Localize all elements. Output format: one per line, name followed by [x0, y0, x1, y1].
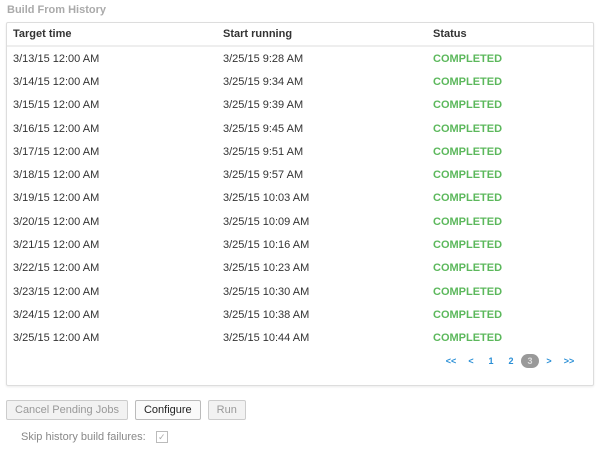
start-running-cell: 3/25/15 9:51 AM: [223, 145, 304, 158]
status-cell: COMPLETED: [433, 285, 503, 298]
start-running-cell: 3/25/15 9:28 AM: [223, 52, 304, 65]
start-running-cell: 3/25/15 10:23 AM: [223, 262, 310, 275]
cancel-pending-jobs-button[interactable]: Cancel Pending Jobs: [6, 400, 128, 420]
page-link[interactable]: >>: [563, 356, 575, 366]
start-running-cell: 3/25/15 9:57 AM: [223, 169, 304, 182]
column-header: Target time: [7, 23, 217, 47]
status-cell: COMPLETED: [433, 192, 503, 205]
table-row: 3/19/15 12:00 AM 3/25/15 10:03 AM COMPLETE…: [7, 187, 593, 210]
target-time-cell: 3/20/15 12:00 AM: [13, 215, 100, 228]
table-row: 3/20/15 12:00 AM 3/25/15 10:09 AM COMPLETE…: [7, 210, 593, 233]
history-table-panel: Target time Start running Status 3/13/15 1…: [6, 22, 594, 386]
status-cell: COMPLETED: [433, 169, 503, 182]
skip-failures-row: Skip history build failures: ✓: [21, 431, 168, 443]
table-row: 3/21/15 12:00 AM 3/25/15 10:16 AM COMPLETE…: [7, 233, 593, 256]
skip-failures-checkbox[interactable]: ✓: [155, 431, 168, 443]
table-row: 3/17/15 12:00 AM 3/25/15 9:51 AM COMPLETED: [7, 140, 593, 163]
start-running-cell: 3/25/15 9:45 AM: [223, 122, 304, 135]
page-link[interactable]: <: [468, 356, 474, 366]
page-link[interactable]: >: [546, 356, 552, 366]
target-time-cell: 3/17/15 12:00 AM: [13, 145, 100, 158]
target-time-cell: 3/18/15 12:00 AM: [13, 169, 100, 182]
table-row: 3/25/15 12:00 AM 3/25/15 10:44 AM COMPLETE…: [7, 327, 593, 350]
status-cell: COMPLETED: [433, 75, 503, 88]
target-time-cell: 3/15/15 12:00 AM: [13, 99, 100, 112]
start-running-cell: 3/25/15 10:09 AM: [223, 215, 310, 228]
target-time-cell: 3/16/15 12:00 AM: [13, 122, 100, 135]
target-time-cell: 3/21/15 12:00 AM: [13, 239, 100, 252]
status-cell: COMPLETED: [433, 239, 503, 252]
target-time-cell: 3/22/15 12:00 AM: [13, 262, 100, 275]
status-cell: COMPLETED: [433, 332, 503, 345]
skip-failures-label: Skip history build failures:: [21, 431, 146, 443]
start-running-cell: 3/25/15 10:44 AM: [223, 332, 310, 345]
status-cell: COMPLETED: [433, 215, 503, 228]
table-row: 3/24/15 12:00 AM 3/25/15 10:38 AM COMPLETE…: [7, 303, 593, 326]
pagination: << <1 2 3 > >>: [441, 354, 579, 368]
table-row: 3/18/15 12:00 AM 3/25/15 9:57 AM COMPLETED: [7, 163, 593, 186]
start-running-cell: 3/25/15 10:38 AM: [223, 308, 310, 321]
table-row: 3/16/15 12:00 AM 3/25/15 9:45 AM COMPLETED: [7, 117, 593, 140]
status-cell: COMPLETED: [433, 122, 503, 135]
table-row: 3/15/15 12:00 AM 3/25/15 9:39 AM COMPLETED: [7, 94, 593, 117]
table-row: 3/22/15 12:00 AM 3/25/15 10:23 AM COMPLETE…: [7, 257, 593, 280]
history-table: Target time Start running Status 3/13/15 1…: [7, 23, 593, 350]
status-cell: COMPLETED: [433, 308, 503, 321]
section-title: Build From History: [7, 4, 107, 16]
column-header: Status: [427, 23, 593, 47]
table-row: 3/23/15 12:00 AM 3/25/15 10:30 AM COMPLETE…: [7, 280, 593, 303]
table-row: 3/13/15 12:00 AM 3/25/15 9:28 AM COMPLETED: [7, 46, 593, 70]
start-running-cell: 3/25/15 10:03 AM: [223, 192, 310, 205]
page-link[interactable]: 3: [521, 354, 539, 368]
start-running-cell: 3/25/15 10:16 AM: [223, 239, 310, 252]
target-time-cell: 3/23/15 12:00 AM: [13, 285, 100, 298]
page-link[interactable]: 2: [508, 356, 514, 366]
page-link[interactable]: 1: [488, 356, 494, 366]
table-body: 3/13/15 12:00 AM 3/25/15 9:28 AM COMPLETED…: [7, 46, 593, 350]
column-header: Start running: [217, 23, 427, 47]
target-time-cell: 3/24/15 12:00 AM: [13, 308, 100, 321]
target-time-cell: 3/13/15 12:00 AM: [13, 52, 100, 65]
target-time-cell: 3/25/15 12:00 AM: [13, 332, 100, 345]
start-running-cell: 3/25/15 10:30 AM: [223, 285, 310, 298]
target-time-cell: 3/14/15 12:00 AM: [13, 75, 100, 88]
start-running-cell: 3/25/15 9:34 AM: [223, 75, 304, 88]
start-running-cell: 3/25/15 9:39 AM: [223, 99, 304, 112]
status-cell: COMPLETED: [433, 145, 503, 158]
status-cell: COMPLETED: [433, 99, 503, 112]
run-button[interactable]: Run: [207, 400, 246, 420]
configure-button[interactable]: Configure: [134, 400, 201, 420]
status-cell: COMPLETED: [433, 52, 503, 65]
table-row: 3/14/15 12:00 AM 3/25/15 9:34 AM COMPLETED: [7, 70, 593, 93]
status-cell: COMPLETED: [433, 262, 503, 275]
page-link[interactable]: <<: [445, 356, 457, 366]
header-row: Target time Start running Status: [7, 23, 593, 47]
action-buttons: Cancel Pending Jobs Configure Run: [6, 400, 246, 420]
target-time-cell: 3/19/15 12:00 AM: [13, 192, 100, 205]
